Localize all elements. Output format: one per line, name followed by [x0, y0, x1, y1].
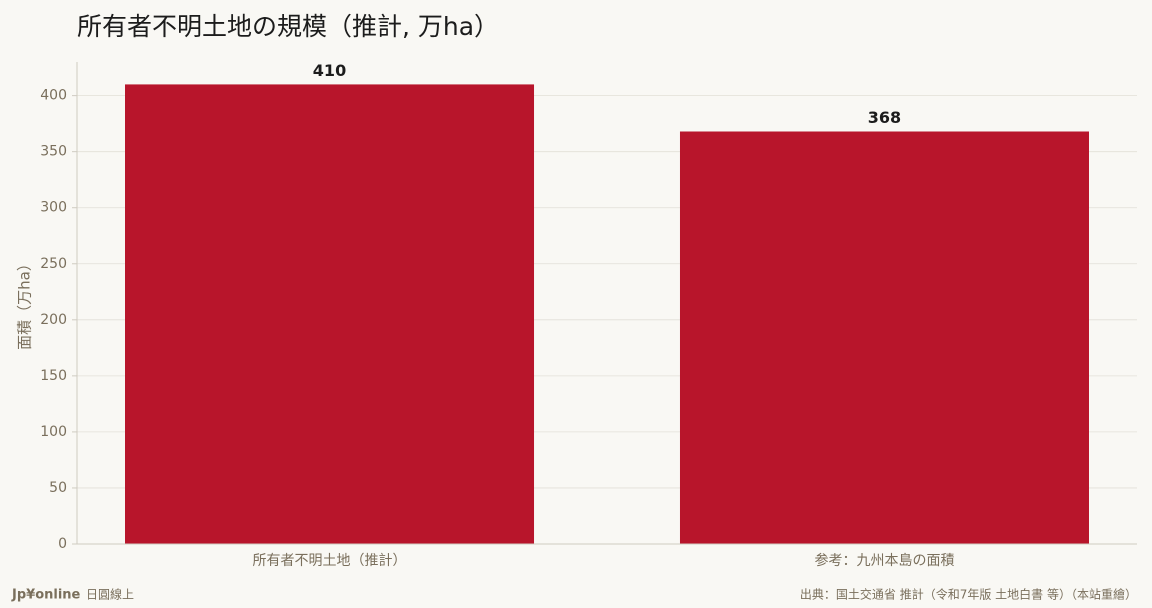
- bar: [679, 131, 1089, 544]
- brand: Jp¥online: [11, 588, 81, 603]
- bar: [125, 84, 535, 544]
- value-label: 410: [313, 61, 346, 80]
- y-tick-label: 350: [40, 144, 67, 160]
- x-tick-label: 所有者不明土地（推計）: [253, 553, 407, 569]
- y-axis-label: 面積（万ha）: [16, 256, 34, 350]
- y-tick-label: 400: [40, 88, 67, 104]
- y-tick-label: 250: [40, 256, 67, 272]
- value-label: 368: [868, 108, 901, 127]
- y-tick-label: 150: [40, 368, 67, 384]
- y-tick-label: 100: [40, 424, 67, 440]
- y-tick-label: 200: [40, 312, 67, 328]
- x-tick-label: 参考：九州本島の面積: [814, 552, 954, 569]
- y-tick-label: 300: [40, 200, 67, 216]
- source: 出典：国土交通省 推計（令和7年版 土地白書 等）（本站重繪）: [800, 587, 1137, 602]
- brand-sub: 日圓線上: [86, 587, 134, 602]
- chart-title: 所有者不明土地の規模（推計, 万ha）: [77, 12, 499, 41]
- y-tick-label: 0: [58, 536, 67, 552]
- y-tick-label: 50: [49, 480, 67, 496]
